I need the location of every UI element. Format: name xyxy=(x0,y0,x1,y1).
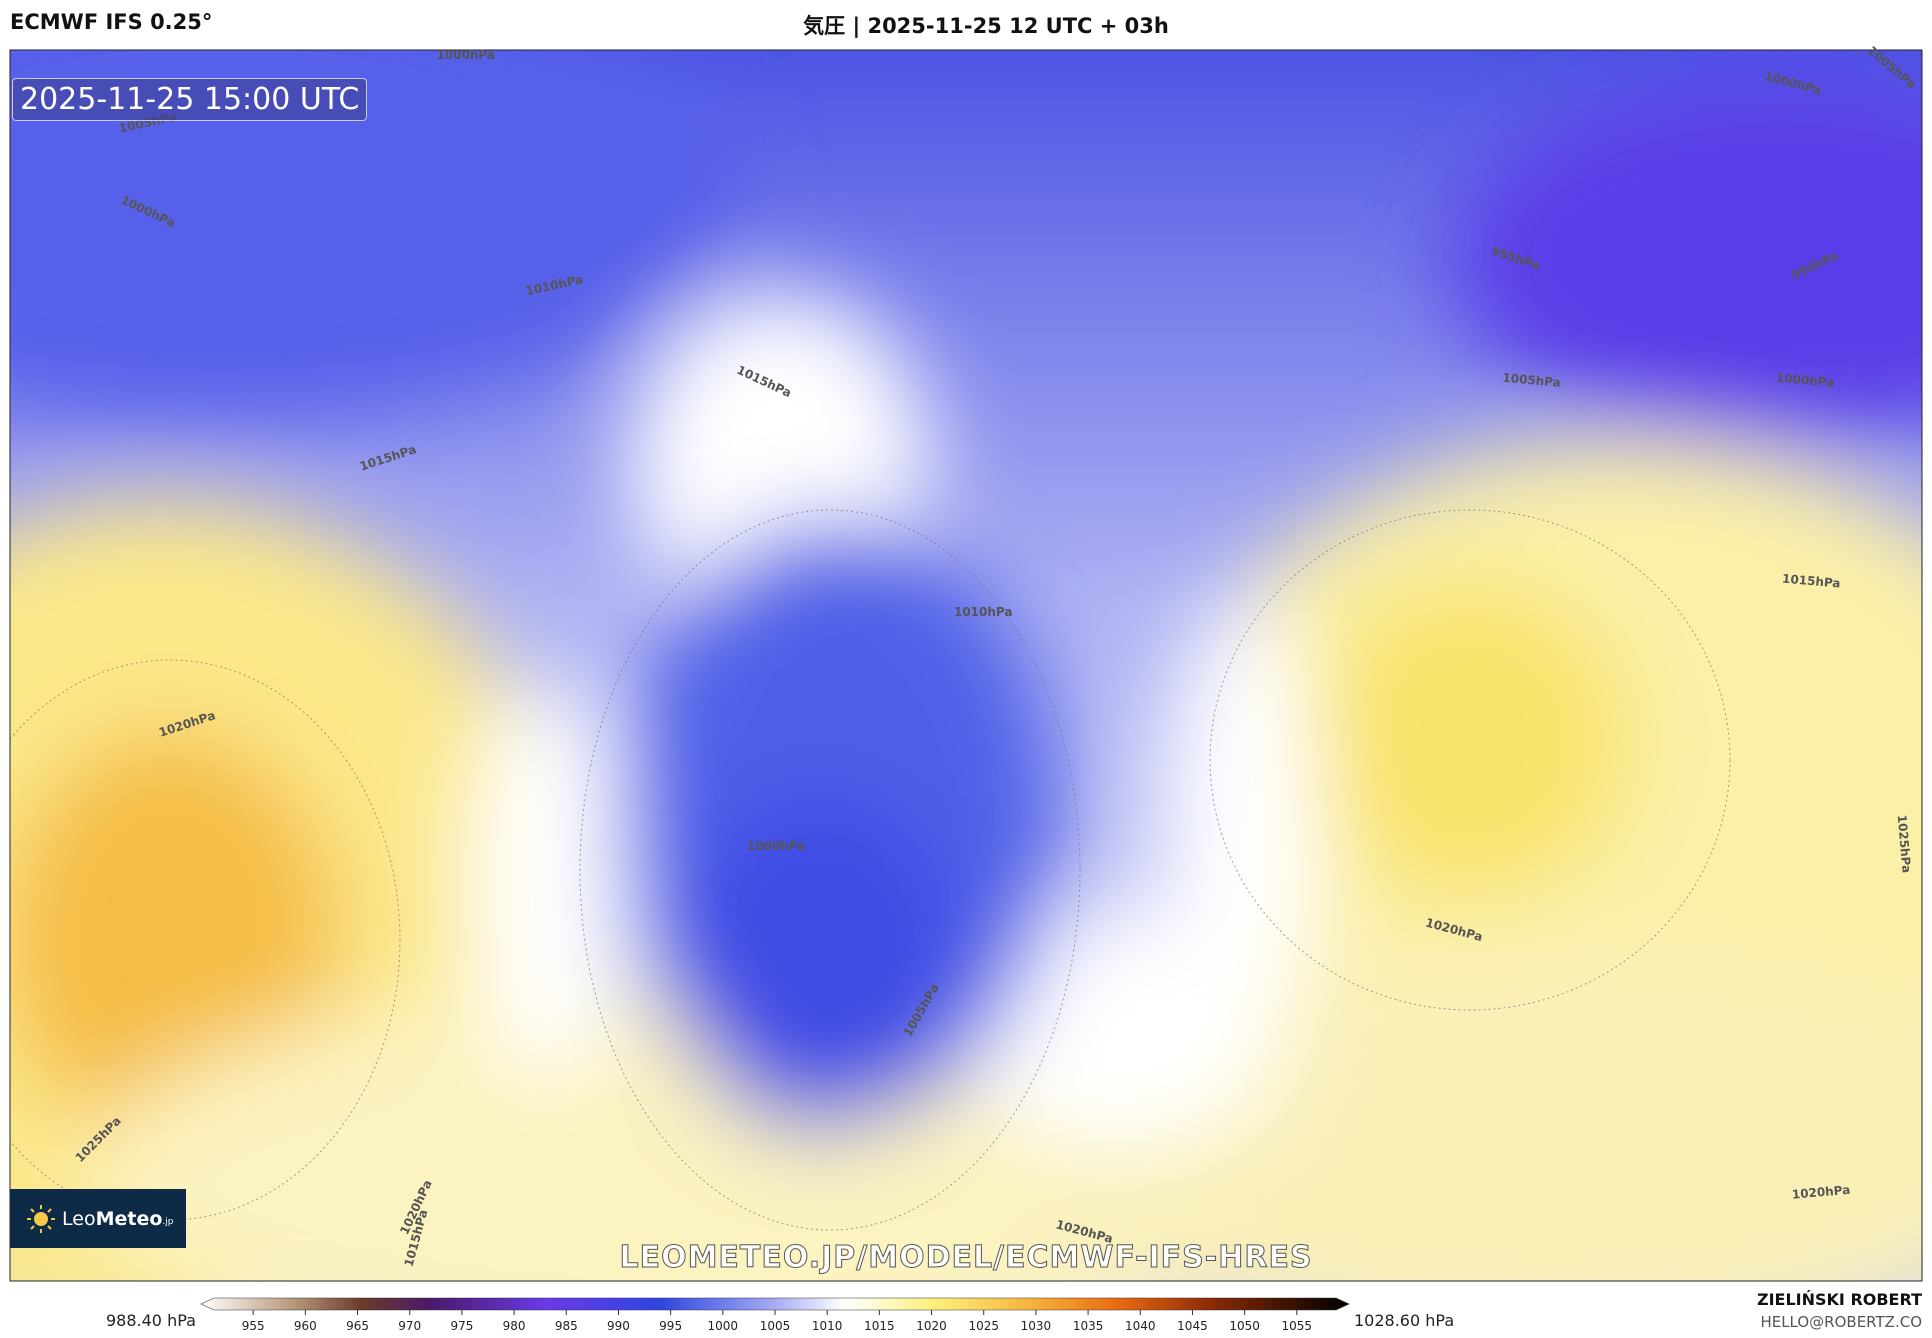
colorbar-max: 1028.60 hPa xyxy=(1354,1311,1455,1330)
colorbar-min: 988.40 hPa xyxy=(106,1311,196,1330)
isobar-label: 1005hPa xyxy=(1502,371,1562,390)
logo-icon xyxy=(27,1204,55,1233)
isobar-label: 1015hPa xyxy=(1782,572,1842,591)
isobar-label: 1000hPa xyxy=(436,48,495,62)
isobar-label: 1025hPa xyxy=(1895,814,1914,874)
logo-text: Leo xyxy=(62,1207,96,1230)
isobar-label: 1000hPa xyxy=(747,839,806,853)
isobar-label: 1000hPa xyxy=(1775,371,1835,390)
isobar-label: 1010hPa xyxy=(954,605,1013,619)
logo: Leo Meteo .jp xyxy=(10,1189,186,1248)
logo-text: .jp xyxy=(162,1216,174,1227)
logo-text: Meteo xyxy=(95,1207,163,1230)
model-name: ECMWF IFS 0.25° xyxy=(10,10,213,34)
watermark: LEOMETEO.JP/MODEL/ECMWF-IFS-HRES xyxy=(619,1240,1313,1276)
isobar-label: 1020hPa xyxy=(1791,1183,1851,1202)
author: ZIELIŃSKI ROBERT xyxy=(1756,1290,1922,1309)
email: HELLO@ROBERTZ.CO xyxy=(1760,1313,1922,1331)
title: 気圧 | 2025-11-25 12 UTC + 03h xyxy=(803,14,1169,38)
timestamp: 2025-11-25 15:00 UTC xyxy=(12,78,368,121)
